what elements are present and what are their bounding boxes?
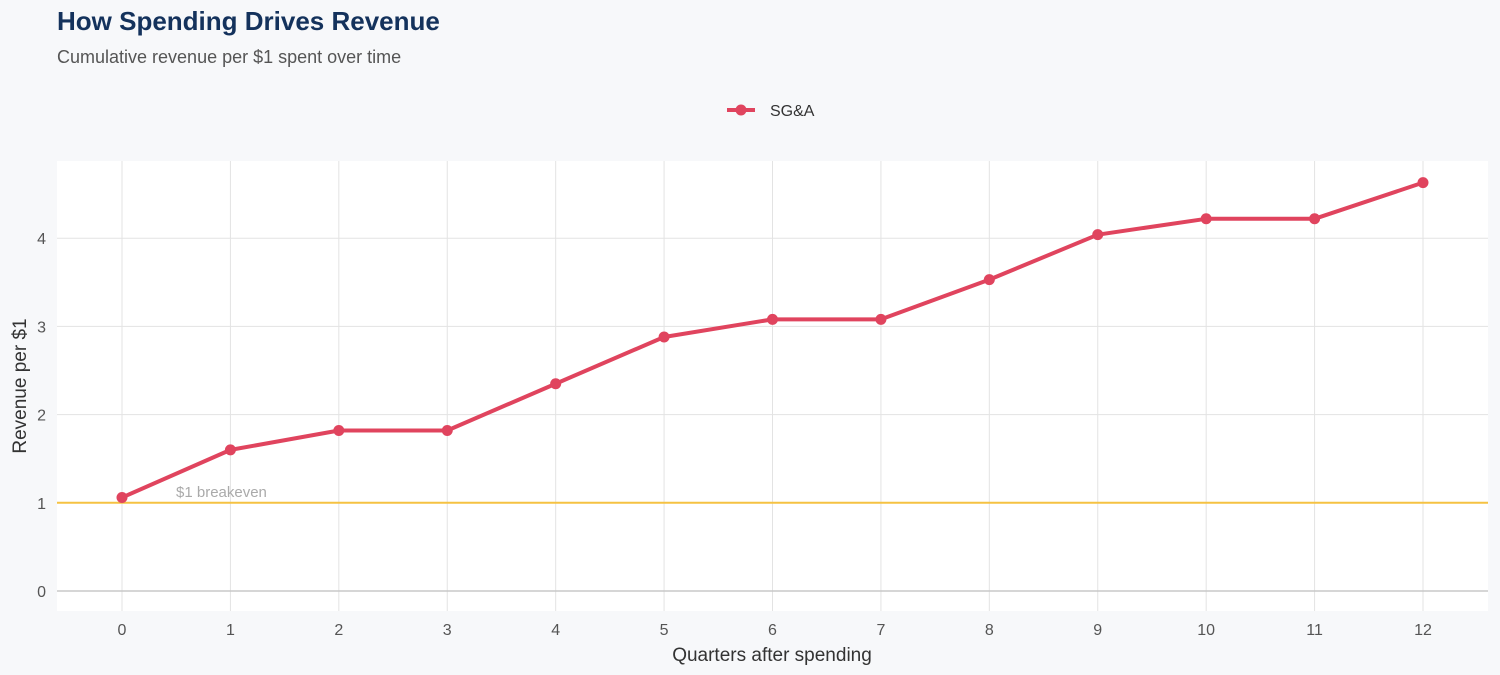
x-tick-label-12: 12: [1414, 622, 1432, 639]
legend-entry-sga: SG&A: [770, 103, 815, 120]
data-point-0-2: [333, 424, 345, 436]
data-point-0-8: [983, 274, 995, 286]
data-point-0-9: [1092, 229, 1104, 241]
y-axis-label: Revenue per $1: [10, 318, 31, 453]
data-point-0-11: [1309, 213, 1321, 225]
x-tick-label-4: 4: [551, 622, 560, 639]
data-point-0-6: [767, 313, 778, 325]
breakeven-reference: $1 breakeven: [57, 484, 1488, 504]
y-tick-label-1: 1: [37, 496, 46, 513]
x-axis-label: Quarters after spending: [672, 645, 872, 666]
data-point-0-4: [550, 378, 562, 390]
chart-title: How Spending Drives Revenue: [57, 6, 440, 36]
data-point-0-10: [1200, 213, 1212, 225]
x-tick-label-9: 9: [1093, 622, 1102, 639]
x-tick-label-5: 5: [660, 622, 669, 639]
x-tick-label-6: 6: [768, 622, 777, 639]
x-tick-label-0: 0: [118, 622, 127, 639]
x-tick-label-2: 2: [334, 622, 343, 639]
data-point-0-12: [1417, 177, 1429, 189]
chart-subtitle: Cumulative revenue per $1 spent over tim…: [57, 47, 402, 67]
x-tick-label-11: 11: [1306, 622, 1323, 639]
x-tick-label-1: 1: [226, 622, 235, 639]
y-tick-label-2: 2: [37, 408, 46, 425]
data-point-0-1: [224, 444, 236, 456]
breakeven-label: $1 breakeven: [176, 484, 267, 501]
y-tick-label-0: 0: [37, 584, 46, 601]
data-point-0-5: [658, 331, 670, 343]
legend: SG&A: [727, 103, 815, 120]
data-point-0-7: [875, 313, 887, 325]
x-tick-label-7: 7: [876, 622, 885, 639]
y-tick-label-4: 4: [37, 231, 46, 248]
x-tick-label-3: 3: [443, 622, 452, 639]
y-axis-ticks: 0 1 2 3 4: [37, 231, 46, 601]
series-layer: [116, 177, 1429, 504]
y-tick-label-3: 3: [37, 319, 46, 336]
data-point-0-3: [441, 424, 453, 436]
x-tick-label-10: 10: [1197, 622, 1215, 639]
legend-swatch-marker: [735, 104, 747, 116]
x-axis-ticks: 0 1 2 3 4 5 6 7 8 9 10 11 12: [118, 622, 1432, 639]
x-tick-label-8: 8: [985, 622, 994, 639]
data-point-0-0: [116, 492, 128, 504]
